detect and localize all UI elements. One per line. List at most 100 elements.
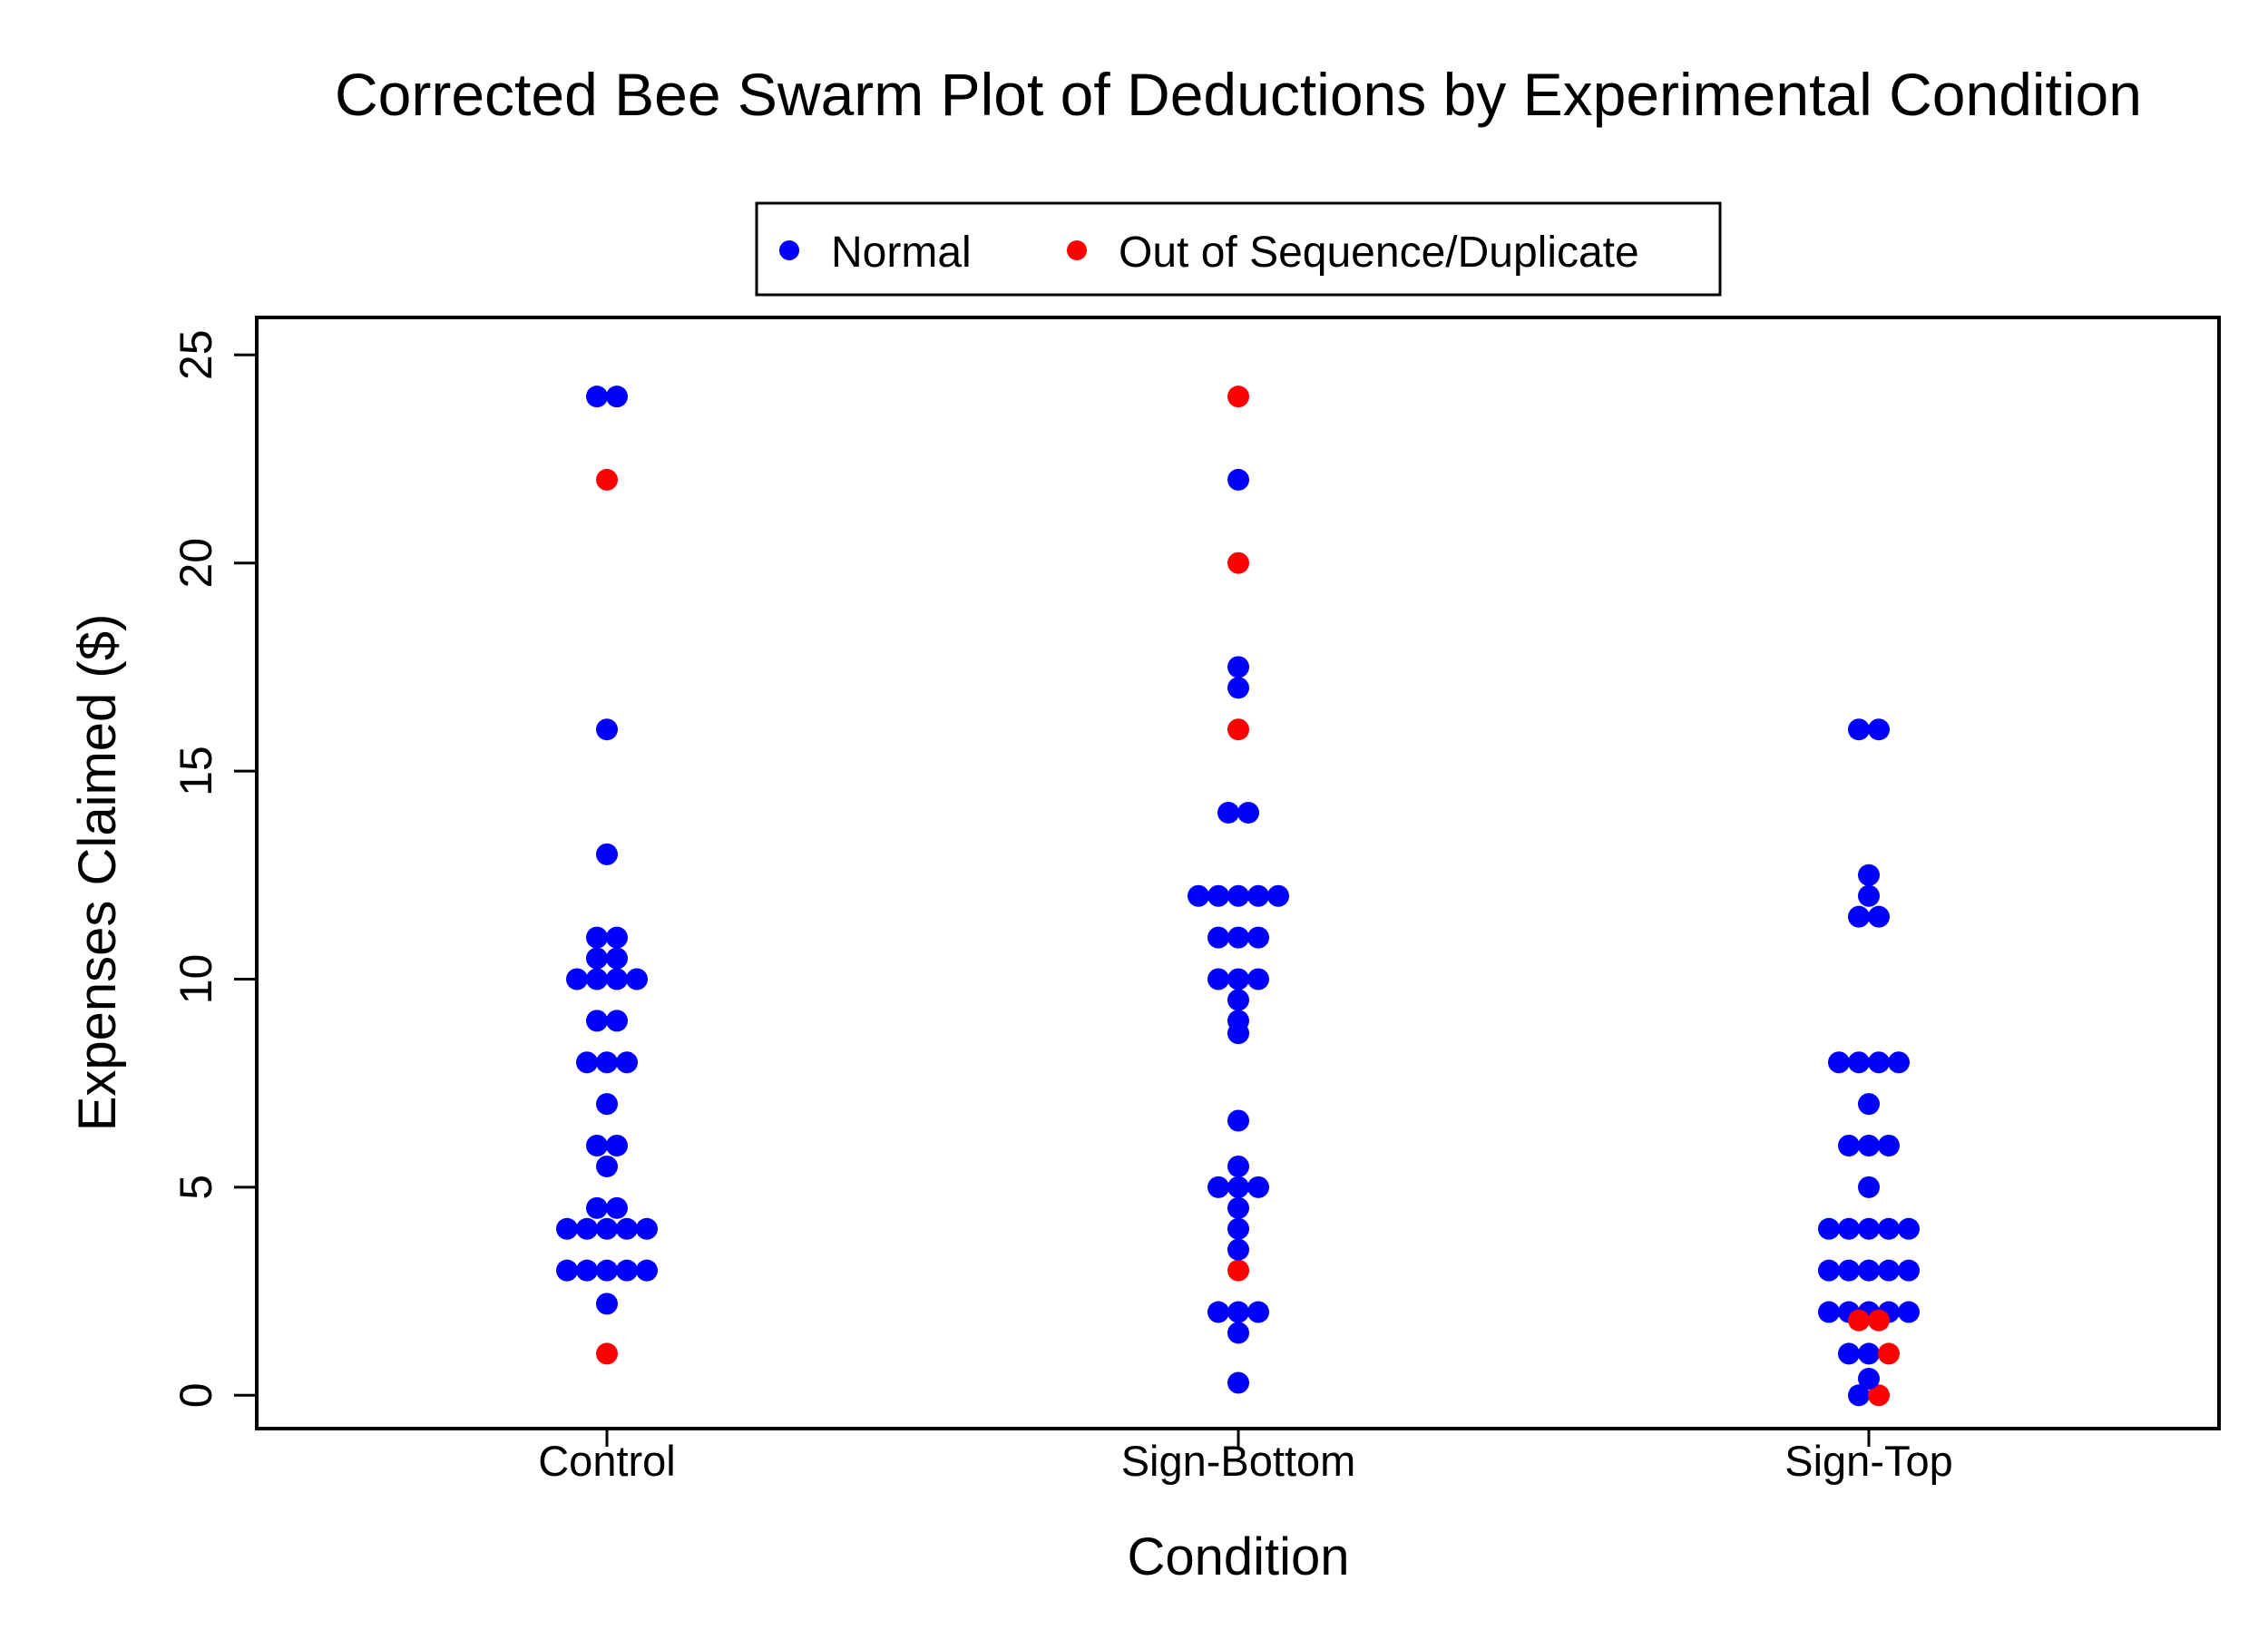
point-normal xyxy=(1227,1022,1249,1045)
point-normal xyxy=(1227,926,1249,949)
point-normal xyxy=(616,1259,638,1282)
point-normal xyxy=(1848,905,1870,928)
point-normal xyxy=(1878,1135,1900,1157)
point-normal xyxy=(1227,1301,1249,1323)
point-normal xyxy=(616,1217,638,1240)
point-normal xyxy=(626,968,648,990)
point-normal xyxy=(616,1051,638,1074)
x-tick-label: Sign-Bottom xyxy=(1121,1437,1356,1485)
point-normal xyxy=(1217,801,1239,824)
point-normal xyxy=(636,1259,658,1282)
legend-marker-normal xyxy=(779,240,799,260)
point-normal xyxy=(1898,1217,1920,1240)
point-normal xyxy=(1247,884,1269,907)
point-normal xyxy=(606,947,628,970)
point-normal xyxy=(606,926,628,949)
point-normal xyxy=(1898,1301,1920,1323)
point-normal xyxy=(1207,1301,1229,1323)
y-tick-label: 5 xyxy=(171,1175,221,1200)
point-normal xyxy=(596,1051,618,1074)
point-out-of-sequence xyxy=(1868,1384,1890,1407)
point-normal xyxy=(1858,1342,1880,1365)
point-normal xyxy=(1878,1217,1900,1240)
point-out-of-sequence xyxy=(1848,1309,1870,1332)
point-normal xyxy=(1247,1176,1269,1198)
point-normal xyxy=(1838,1342,1860,1365)
point-normal xyxy=(1227,1176,1249,1198)
point-normal xyxy=(1227,1217,1249,1240)
y-axis-title: Expenses Claimed ($) xyxy=(68,614,127,1132)
y-tick-label: 15 xyxy=(171,746,221,796)
y-tick-label: 0 xyxy=(171,1382,221,1408)
point-normal xyxy=(1868,1051,1890,1074)
x-tick-label: Sign-Top xyxy=(1784,1437,1953,1485)
point-normal xyxy=(606,385,628,408)
point-normal xyxy=(606,1010,628,1032)
legend-label-normal: Normal xyxy=(831,229,972,277)
point-normal xyxy=(566,968,588,990)
y-tick-label: 25 xyxy=(171,329,221,380)
point-normal xyxy=(586,1135,608,1157)
legend: Normal Out of Sequence/Duplicate xyxy=(755,201,1722,297)
point-normal xyxy=(1858,1367,1880,1390)
point-normal xyxy=(586,385,608,408)
point-normal xyxy=(576,1051,598,1074)
point-normal xyxy=(1227,884,1249,907)
point-normal xyxy=(1227,468,1249,491)
point-normal xyxy=(1848,1051,1870,1074)
point-normal xyxy=(1818,1301,1840,1323)
x-tick-label: Control xyxy=(538,1437,676,1485)
point-normal xyxy=(1838,1259,1860,1282)
point-out-of-sequence xyxy=(1868,1309,1890,1332)
point-normal xyxy=(586,926,608,949)
point-normal xyxy=(596,1259,618,1282)
point-normal xyxy=(1227,1155,1249,1177)
point-normal xyxy=(1267,884,1289,907)
point-normal xyxy=(1207,926,1229,949)
point-normal xyxy=(1898,1259,1920,1282)
point-out-of-sequence xyxy=(596,468,618,491)
point-normal xyxy=(606,1196,628,1219)
point-out-of-sequence xyxy=(1878,1342,1900,1365)
point-normal xyxy=(596,1217,618,1240)
legend-box xyxy=(755,201,1722,297)
point-normal xyxy=(1207,968,1229,990)
point-normal xyxy=(1227,1238,1249,1261)
y-tick-label: 10 xyxy=(171,954,221,1005)
point-normal xyxy=(1888,1051,1910,1074)
point-normal xyxy=(1858,864,1880,886)
point-normal xyxy=(636,1217,658,1240)
point-normal xyxy=(1227,1196,1249,1219)
point-normal xyxy=(1207,884,1229,907)
point-normal xyxy=(586,947,608,970)
point-normal xyxy=(586,1196,608,1219)
point-normal xyxy=(1878,1259,1900,1282)
point-normal xyxy=(1818,1259,1840,1282)
point-normal xyxy=(1848,1384,1870,1407)
point-out-of-sequence xyxy=(1227,1259,1249,1282)
point-normal xyxy=(556,1259,578,1282)
legend-marker-out-of-sequence xyxy=(1067,240,1087,260)
point-normal xyxy=(1237,801,1259,824)
point-normal xyxy=(1858,1176,1880,1198)
point-normal xyxy=(1207,1176,1229,1198)
point-normal xyxy=(1247,1301,1269,1323)
chart-title: Corrected Bee Swarm Plot of Deductions b… xyxy=(335,61,2142,128)
point-normal xyxy=(1227,1109,1249,1132)
point-out-of-sequence xyxy=(1227,551,1249,574)
data-points xyxy=(556,385,1920,1407)
point-normal xyxy=(1227,677,1249,699)
point-normal xyxy=(1858,1093,1880,1116)
point-normal xyxy=(606,1135,628,1157)
point-normal xyxy=(1227,968,1249,990)
point-normal xyxy=(1858,1217,1880,1240)
legend-label-out-of-sequence: Out of Sequence/Duplicate xyxy=(1119,229,1639,277)
point-normal xyxy=(576,1217,598,1240)
x-axis: Control Sign-Bottom Sign-Top xyxy=(538,1429,1953,1485)
point-normal xyxy=(1858,884,1880,907)
y-axis: 0 5 10 15 20 25 xyxy=(171,329,257,1408)
point-normal xyxy=(1227,656,1249,678)
point-normal xyxy=(1858,1259,1880,1282)
point-normal xyxy=(1818,1217,1840,1240)
